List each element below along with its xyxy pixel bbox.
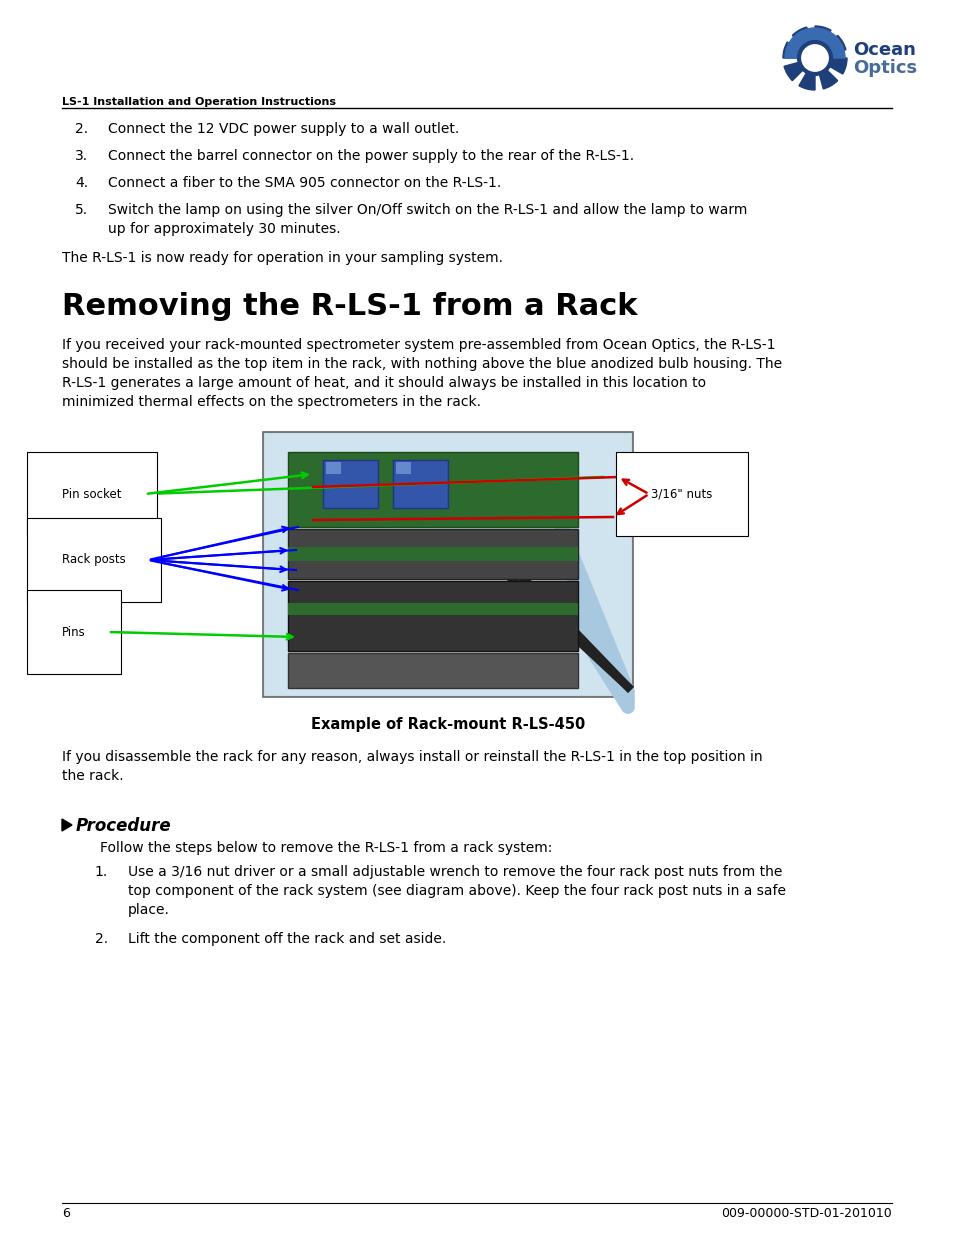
Polygon shape: [62, 819, 71, 831]
Text: Connect a fiber to the SMA 905 connector on the R-LS-1.: Connect a fiber to the SMA 905 connector…: [108, 177, 500, 190]
Text: R-LS-1 generates a large amount of heat, and it should always be installed in th: R-LS-1 generates a large amount of heat,…: [62, 375, 705, 390]
Text: The R-LS-1 is now ready for operation in your sampling system.: The R-LS-1 is now ready for operation in…: [62, 251, 502, 266]
Circle shape: [799, 42, 830, 74]
Text: 2.: 2.: [94, 932, 108, 946]
FancyBboxPatch shape: [395, 462, 411, 474]
FancyBboxPatch shape: [288, 603, 578, 615]
Text: Connect the 12 VDC power supply to a wall outlet.: Connect the 12 VDC power supply to a wal…: [108, 122, 458, 136]
Text: 2.: 2.: [74, 122, 88, 136]
FancyBboxPatch shape: [288, 580, 578, 651]
Text: should be installed as the top item in the rack, with nothing above the blue ano: should be installed as the top item in t…: [62, 357, 781, 370]
Text: Use a 3/16 nut driver or a small adjustable wrench to remove the four rack post : Use a 3/16 nut driver or a small adjusta…: [128, 864, 781, 879]
Text: Rack posts: Rack posts: [62, 553, 126, 567]
Wedge shape: [814, 58, 846, 74]
Text: Procedure: Procedure: [76, 818, 172, 835]
Text: top component of the rack system (see diagram above). Keep the four rack post nu: top component of the rack system (see di…: [128, 884, 785, 898]
Text: minimized thermal effects on the spectrometers in the rack.: minimized thermal effects on the spectro…: [62, 395, 480, 409]
Text: Ocean: Ocean: [852, 41, 915, 59]
Wedge shape: [814, 26, 830, 58]
FancyBboxPatch shape: [393, 459, 448, 508]
FancyBboxPatch shape: [288, 547, 578, 561]
FancyBboxPatch shape: [263, 432, 633, 697]
Text: If you received your rack-mounted spectrometer system pre-assembled from Ocean O: If you received your rack-mounted spectr…: [62, 338, 775, 352]
Text: 1.: 1.: [94, 864, 108, 879]
Text: Example of Rack-mount R-LS-450: Example of Rack-mount R-LS-450: [311, 718, 584, 732]
Wedge shape: [799, 58, 814, 90]
FancyBboxPatch shape: [288, 529, 578, 579]
Wedge shape: [814, 58, 837, 89]
Text: 5.: 5.: [74, 203, 88, 217]
Text: Connect the barrel connector on the power supply to the rear of the R-LS-1.: Connect the barrel connector on the powe…: [108, 149, 634, 163]
Text: 6: 6: [62, 1207, 70, 1220]
Text: Removing the R-LS-1 from a Rack: Removing the R-LS-1 from a Rack: [62, 291, 637, 321]
FancyBboxPatch shape: [326, 462, 340, 474]
Text: place.: place.: [128, 903, 170, 918]
Wedge shape: [792, 27, 814, 58]
Text: the rack.: the rack.: [62, 769, 124, 783]
FancyBboxPatch shape: [288, 653, 578, 688]
Text: Pins: Pins: [62, 625, 86, 638]
Text: Pin socket: Pin socket: [62, 488, 121, 500]
Text: 3/16" nuts: 3/16" nuts: [650, 488, 712, 500]
Wedge shape: [783, 58, 814, 80]
Text: LS-1 Installation and Operation Instructions: LS-1 Installation and Operation Instruct…: [62, 98, 335, 107]
Circle shape: [806, 49, 822, 65]
Text: up for approximately 30 minutes.: up for approximately 30 minutes.: [108, 222, 340, 236]
Text: Switch the lamp on using the silver On/Off switch on the R-LS-1 and allow the la: Switch the lamp on using the silver On/O…: [108, 203, 746, 217]
Text: 4.: 4.: [74, 177, 88, 190]
Text: 3.: 3.: [74, 149, 88, 163]
Text: 009-00000-STD-01-201010: 009-00000-STD-01-201010: [720, 1207, 891, 1220]
FancyBboxPatch shape: [288, 452, 578, 527]
Wedge shape: [784, 28, 844, 58]
Text: If you disassemble the rack for any reason, always install or reinstall the R-LS: If you disassemble the rack for any reas…: [62, 750, 761, 764]
Wedge shape: [814, 36, 845, 58]
FancyBboxPatch shape: [265, 433, 630, 695]
Text: Optics: Optics: [852, 59, 916, 77]
FancyBboxPatch shape: [323, 459, 377, 508]
Text: Follow the steps below to remove the R-LS-1 from a rack system:: Follow the steps below to remove the R-L…: [100, 841, 552, 855]
Wedge shape: [782, 42, 814, 58]
Text: Lift the component off the rack and set aside.: Lift the component off the rack and set …: [128, 932, 446, 946]
